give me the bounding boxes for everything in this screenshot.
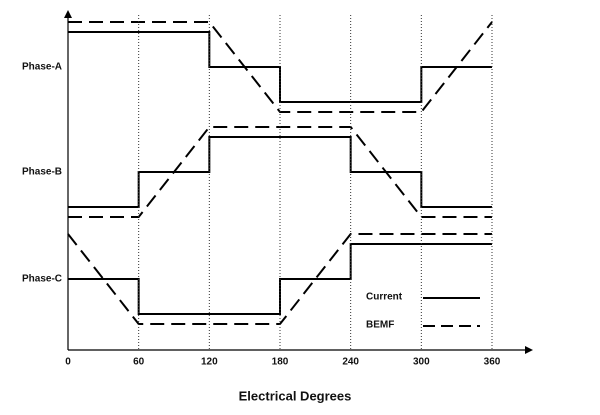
x-tick-label: 0 <box>65 357 71 368</box>
phase-label: Phase-A <box>22 62 62 73</box>
x-tick-label: 120 <box>201 357 218 368</box>
current-line <box>68 243 492 315</box>
y-axis-arrow <box>64 10 72 18</box>
legend-label: BEMF <box>366 320 394 331</box>
legend-label: Current <box>366 292 403 303</box>
x-axis-arrow <box>525 346 533 354</box>
x-tick-label: 360 <box>484 357 501 368</box>
x-tick-label: 60 <box>133 357 145 368</box>
x-tick-label: 300 <box>413 357 430 368</box>
phase-label: Phase-B <box>22 167 62 178</box>
x-tick-label: 240 <box>342 357 359 368</box>
phase-label: Phase-C <box>22 274 62 285</box>
x-tick-label: 180 <box>272 357 289 368</box>
x-axis-title: Electrical Degrees <box>239 388 352 403</box>
